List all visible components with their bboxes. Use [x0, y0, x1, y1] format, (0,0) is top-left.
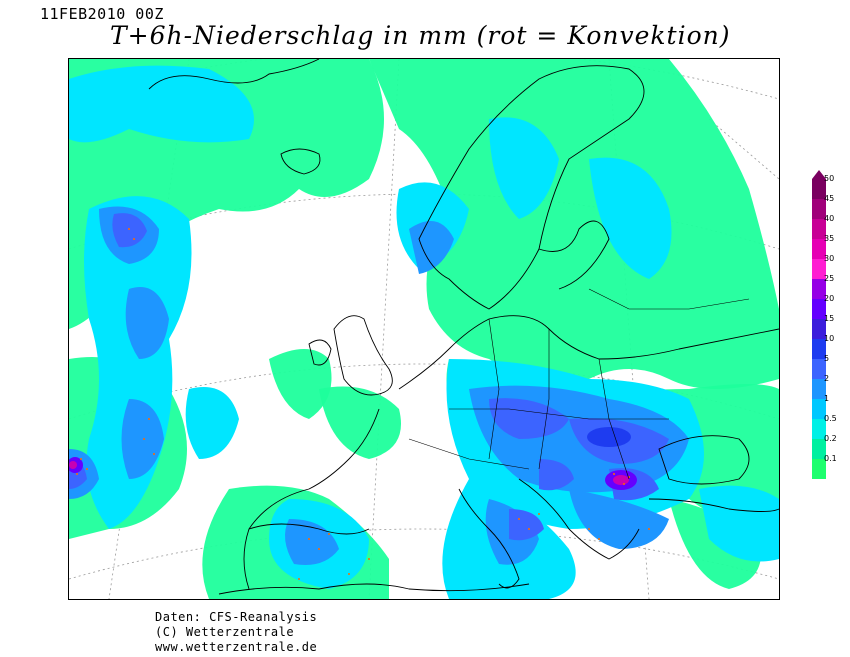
- legend-label: 0.5: [824, 414, 837, 423]
- legend-label: 20: [824, 294, 835, 303]
- legend-label: 0.1: [824, 454, 837, 463]
- legend-color-box: [812, 379, 826, 399]
- legend-color-box: [812, 319, 826, 339]
- credits-copyright: (C) Wetterzentrale: [155, 625, 295, 639]
- run-date: 11FEB2010 00Z: [40, 5, 164, 23]
- precipitation-legend: 50 45 40 35 30 25 20 15 10 5 2 1 0.5 0.2 0.1: [808, 170, 848, 490]
- map-title: T+6h-Niederschlag in mm (rot = Konvektio…: [110, 21, 731, 50]
- precip-intense: [69, 427, 637, 490]
- legend-label: 15: [824, 314, 835, 323]
- legend-color-box: [812, 359, 826, 379]
- legend-label: 25: [824, 274, 835, 283]
- legend-color-box: [812, 459, 826, 479]
- precipitation-map: [68, 58, 780, 600]
- legend-label: 0.2: [824, 434, 837, 443]
- credits: Daten: CFS-Reanalysis (C) Wetterzentrale…: [155, 610, 317, 655]
- legend-label: 35: [824, 234, 835, 243]
- legend-color-box: [812, 439, 826, 459]
- legend-label: 40: [824, 214, 835, 223]
- credits-website: www.wetterzentrale.de: [155, 640, 318, 654]
- legend-color-box: [812, 419, 826, 439]
- legend-color-box: [812, 279, 826, 299]
- coastlines: [148, 59, 779, 595]
- legend-label: 2: [824, 374, 830, 383]
- map-canvas: [69, 59, 779, 599]
- legend-label: 45: [824, 194, 835, 203]
- legend-top-arrow: [812, 170, 826, 179]
- legend-color-box: [812, 239, 826, 259]
- precip-light: [69, 59, 779, 599]
- legend-color-box: [812, 399, 826, 419]
- credits-data-source: Daten: CFS-Reanalysis: [155, 610, 318, 624]
- legend-color-box: [812, 219, 826, 239]
- legend-label: 10: [824, 334, 835, 343]
- legend-color-box: [812, 199, 826, 219]
- convection-dots: [76, 228, 650, 580]
- legend-label: 50: [824, 174, 835, 183]
- legend-color-box: [812, 179, 826, 199]
- legend-color-box: [812, 339, 826, 359]
- legend-bottom-tip: [812, 479, 826, 488]
- legend-label: 30: [824, 254, 835, 263]
- legend-color-box: [812, 259, 826, 279]
- legend-label: 5: [824, 354, 830, 363]
- legend-color-box: [812, 299, 826, 319]
- legend-label: 1: [824, 394, 830, 403]
